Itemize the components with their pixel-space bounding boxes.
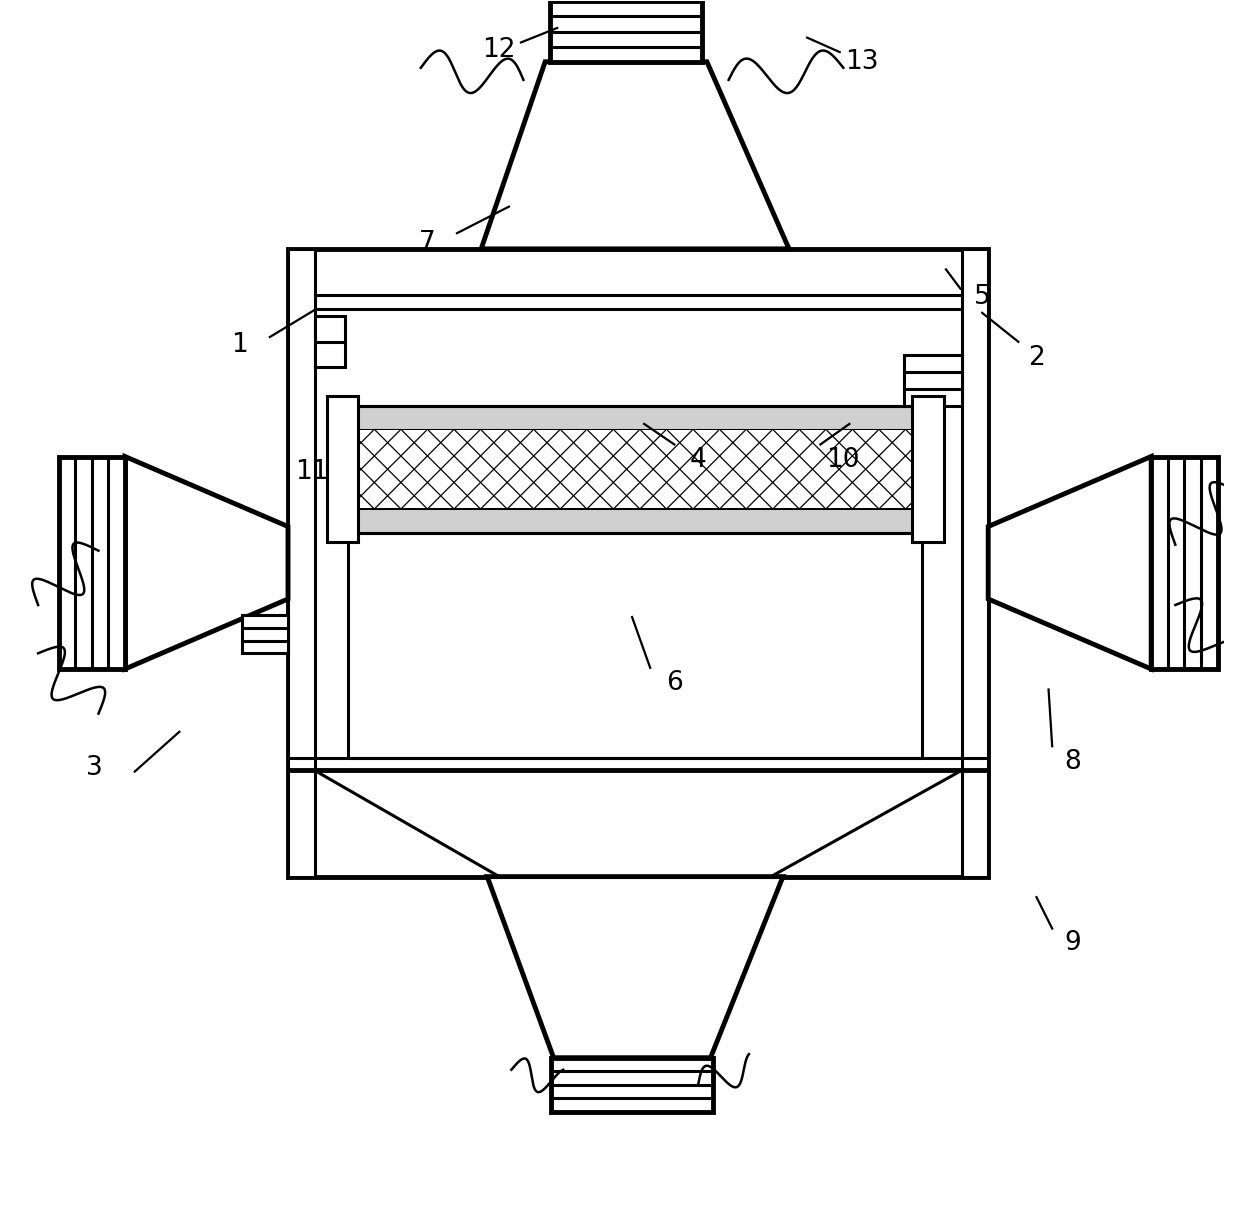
Text: 9: 9 — [1064, 930, 1081, 956]
Polygon shape — [988, 456, 1151, 669]
Bar — [1151, 456, 1218, 669]
Bar — [348, 405, 921, 430]
Bar — [913, 396, 944, 542]
Bar — [326, 396, 358, 542]
Text: 10: 10 — [827, 448, 861, 473]
Bar — [904, 355, 962, 405]
Bar — [242, 615, 288, 653]
Polygon shape — [487, 876, 782, 1058]
Text: 2: 2 — [1028, 345, 1045, 370]
Text: 6: 6 — [666, 670, 683, 697]
Bar — [552, 1058, 713, 1112]
Text: 11: 11 — [295, 460, 329, 485]
Bar — [348, 508, 921, 532]
Bar — [551, 1, 702, 62]
Text: 7: 7 — [418, 230, 435, 255]
Bar — [962, 249, 988, 876]
Text: 12: 12 — [482, 36, 516, 63]
Bar — [58, 456, 125, 669]
Text: 13: 13 — [844, 48, 878, 75]
Bar — [315, 317, 345, 367]
Text: 3: 3 — [87, 755, 103, 780]
Text: 5: 5 — [973, 284, 991, 310]
Bar — [288, 249, 988, 876]
Bar — [348, 405, 921, 532]
Bar — [288, 249, 315, 876]
Text: 8: 8 — [1064, 749, 1081, 774]
Bar — [348, 430, 921, 508]
Polygon shape — [125, 456, 288, 669]
Text: 4: 4 — [691, 448, 707, 473]
Text: 1: 1 — [232, 333, 248, 358]
Polygon shape — [481, 62, 789, 249]
